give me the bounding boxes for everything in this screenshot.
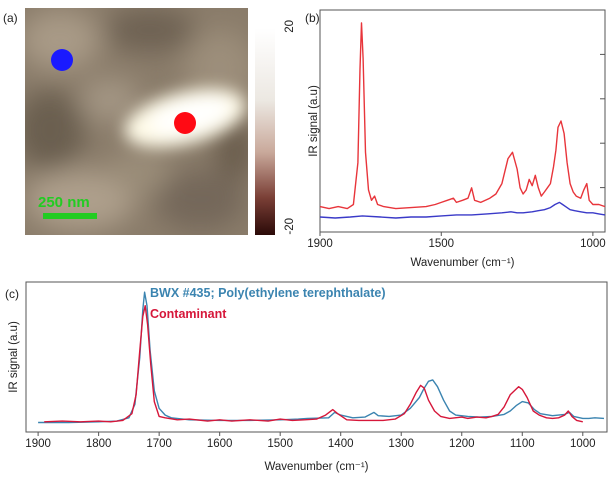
series-line-b-1 — [319, 201, 606, 219]
legend-entry-c-1: Contaminant — [150, 307, 227, 321]
xtick-label-c-2: 1700 — [146, 438, 172, 450]
x-axis-title-c: Wavenumber (cm⁻¹) — [264, 461, 368, 473]
scale-bar-label: 250 nm — [38, 194, 90, 211]
y-axis-title-b: IR signal (a.u) — [308, 85, 320, 157]
xtick-label-c-8: 1100 — [510, 438, 535, 450]
series-line-b-0 — [319, 22, 606, 210]
panel-c-label: (c) — [5, 287, 19, 301]
xtick-label-c-1: 1800 — [86, 438, 112, 450]
xtick-label-c-0: 1900 — [25, 438, 51, 450]
colorbar-max-label: 20 — [284, 20, 296, 33]
xtick-label-c-3: 1600 — [207, 438, 233, 450]
xtick-label-c-4: 1500 — [267, 438, 293, 450]
series-line-c-1 — [44, 305, 583, 423]
colorbar: 20 -20 — [255, 20, 296, 235]
red-marker — [174, 112, 196, 134]
scale-bar — [43, 213, 97, 219]
y-axis-title-c: IR signal (a.u) — [8, 321, 20, 393]
panel-b-label: (b) — [305, 11, 320, 25]
xtick-label-c-6: 1300 — [388, 438, 414, 450]
xtick-label-c-5: 1400 — [328, 438, 354, 450]
panel-a-label: (a) — [3, 11, 18, 25]
xtick-label-b-1: 1500 — [428, 238, 454, 250]
colorbar-min-label: -20 — [284, 218, 296, 235]
chart-c: 1900 1800 1700 1600 1500 1400 1300 1200 1100 1000… — [8, 281, 608, 473]
chart-b: 1900 1500 1000 Wavenumber (cm⁻¹) IR signal (… — [307, 9, 606, 269]
blue-marker — [51, 49, 73, 71]
xtick-label-b-2: 1000 — [580, 238, 606, 250]
plot-frame-c — [25, 281, 608, 433]
legend-entry-c-0: BWX #435; Poly(ethylene terephthalate) — [150, 286, 385, 300]
xtick-label-b-0: 1900 — [307, 238, 333, 250]
xtick-label-c-9: 1000 — [570, 438, 596, 450]
plot-frame-b — [319, 9, 606, 233]
x-axis-title-b: Wavenumber (cm⁻¹) — [410, 257, 514, 269]
series-line-c-0 — [38, 291, 605, 424]
xtick-label-c-7: 1200 — [449, 438, 475, 450]
